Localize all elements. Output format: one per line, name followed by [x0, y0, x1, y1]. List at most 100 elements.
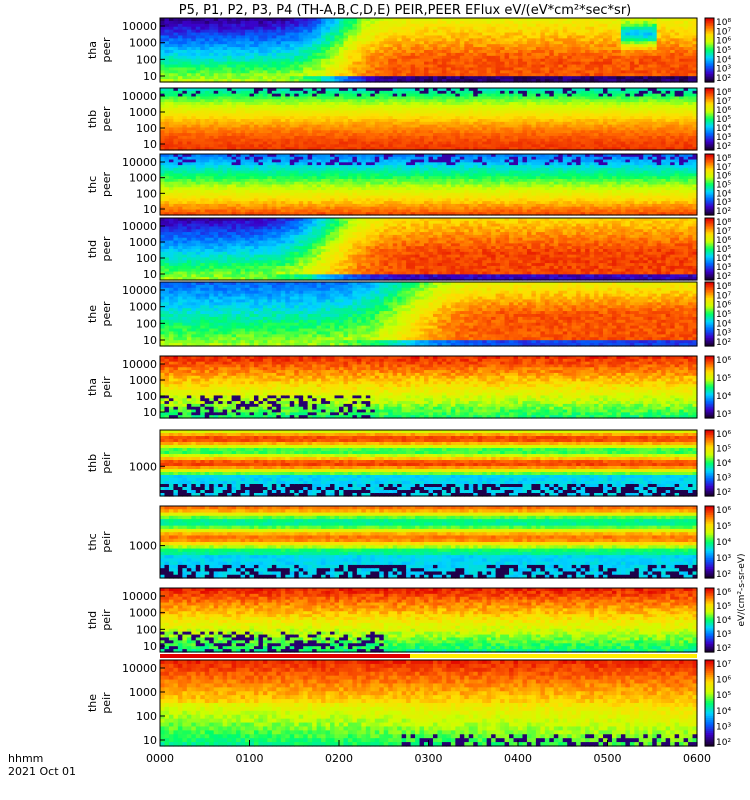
heatmap-cell — [218, 73, 224, 77]
heatmap-cell — [580, 52, 586, 57]
heatmap-cell — [518, 41, 524, 45]
heatmap-cell — [361, 73, 367, 77]
heatmap-cell — [245, 107, 251, 112]
heatmap-cell — [571, 44, 577, 48]
heatmap-cell — [634, 20, 640, 25]
heatmap-cell — [262, 67, 268, 71]
heatmap-cell — [321, 26, 327, 31]
heatmap-cell — [558, 18, 564, 22]
heatmap-cell — [643, 26, 649, 31]
heatmap-cell — [276, 35, 282, 39]
heatmap-cell — [177, 141, 183, 145]
heatmap-cell — [209, 107, 215, 112]
heatmap-cell — [164, 32, 170, 37]
heatmap-cell — [374, 76, 380, 80]
heatmap-cell — [464, 23, 470, 28]
heatmap-cell — [589, 50, 595, 54]
heatmap-cell — [620, 50, 626, 54]
heatmap-cell — [392, 55, 398, 60]
heatmap-cell — [540, 23, 546, 28]
heatmap-cell — [379, 73, 385, 77]
heatmap-cell — [665, 61, 671, 66]
heatmap-cell — [177, 79, 183, 83]
heatmap-cell — [204, 44, 210, 48]
heatmap-cell — [544, 20, 550, 25]
heatmap-cell — [567, 32, 573, 37]
heatmap-cell — [665, 70, 671, 74]
heatmap-cell — [262, 99, 268, 103]
heatmap-cell — [160, 29, 166, 34]
heatmap-cell — [218, 119, 224, 123]
heatmap-cell — [262, 138, 268, 143]
heatmap-cell — [271, 116, 277, 120]
heatmap-cell — [544, 58, 550, 63]
heatmap-cell — [415, 23, 421, 28]
heatmap-cell — [652, 29, 658, 34]
heatmap-cell — [589, 18, 595, 22]
heatmap-cell — [455, 55, 461, 60]
heatmap-cell — [227, 138, 233, 143]
heatmap-cell — [204, 96, 210, 100]
heatmap-cell — [352, 41, 358, 45]
heatmap-cell — [473, 20, 479, 25]
heatmap-cell — [437, 50, 443, 54]
heatmap-cell — [688, 44, 694, 48]
heatmap-cell — [634, 47, 640, 51]
heatmap-cell — [540, 18, 546, 22]
heatmap-cell — [173, 90, 179, 95]
heatmap-cell — [526, 70, 533, 74]
heatmap-cell — [271, 93, 277, 98]
heatmap-cell — [262, 29, 268, 34]
heatmap-cell — [195, 47, 201, 51]
heatmap-cell — [334, 67, 340, 71]
heatmap-cell — [258, 38, 264, 42]
heatmap-cell — [638, 29, 644, 34]
heatmap-cell — [173, 121, 179, 126]
heatmap-cell — [227, 58, 233, 63]
heatmap-cell — [670, 38, 676, 42]
heatmap-cell — [213, 29, 219, 34]
heatmap-cell — [330, 35, 336, 39]
heatmap-cell — [365, 79, 371, 83]
heatmap-cell — [410, 20, 416, 25]
heatmap-cell — [236, 107, 242, 112]
heatmap-cell — [173, 99, 179, 103]
heatmap-cell — [253, 135, 260, 140]
heatmap-cell — [267, 18, 273, 22]
heatmap-cell — [218, 124, 224, 129]
heatmap-cell — [186, 47, 192, 51]
heatmap-cell — [477, 26, 483, 31]
heatmap-cell — [186, 119, 192, 123]
heatmap-cell — [450, 18, 456, 22]
heatmap-cell — [240, 144, 246, 148]
heatmap-cell — [415, 18, 421, 22]
heatmap-cell — [549, 32, 555, 37]
heatmap-cell — [347, 44, 354, 48]
heatmap-cell — [482, 76, 488, 80]
heatmap-cell — [571, 76, 577, 80]
heatmap-cell — [432, 70, 439, 74]
heatmap-cell — [330, 38, 336, 42]
heatmap-cell — [253, 41, 260, 45]
heatmap-cell — [482, 23, 488, 28]
heatmap-cell — [271, 64, 277, 69]
heatmap-cell — [500, 20, 506, 25]
heatmap-cell — [204, 41, 210, 45]
heatmap-cell — [191, 76, 197, 80]
heatmap-cell — [531, 29, 537, 34]
heatmap-cell — [544, 41, 550, 45]
heatmap-cell — [500, 73, 506, 77]
heatmap-cell — [195, 127, 201, 131]
heatmap-cell — [562, 29, 568, 34]
heatmap-cell — [459, 73, 465, 77]
heatmap-cell — [339, 32, 345, 37]
heatmap-cell — [553, 50, 559, 54]
heatmap-cell — [249, 73, 255, 77]
heatmap-cell — [661, 79, 667, 83]
heatmap-cell — [661, 55, 667, 60]
heatmap-cell — [486, 73, 492, 77]
heatmap-cell — [441, 35, 447, 39]
heatmap-cell — [486, 67, 492, 71]
heatmap-cell — [303, 58, 309, 63]
heatmap-cell — [343, 70, 349, 74]
